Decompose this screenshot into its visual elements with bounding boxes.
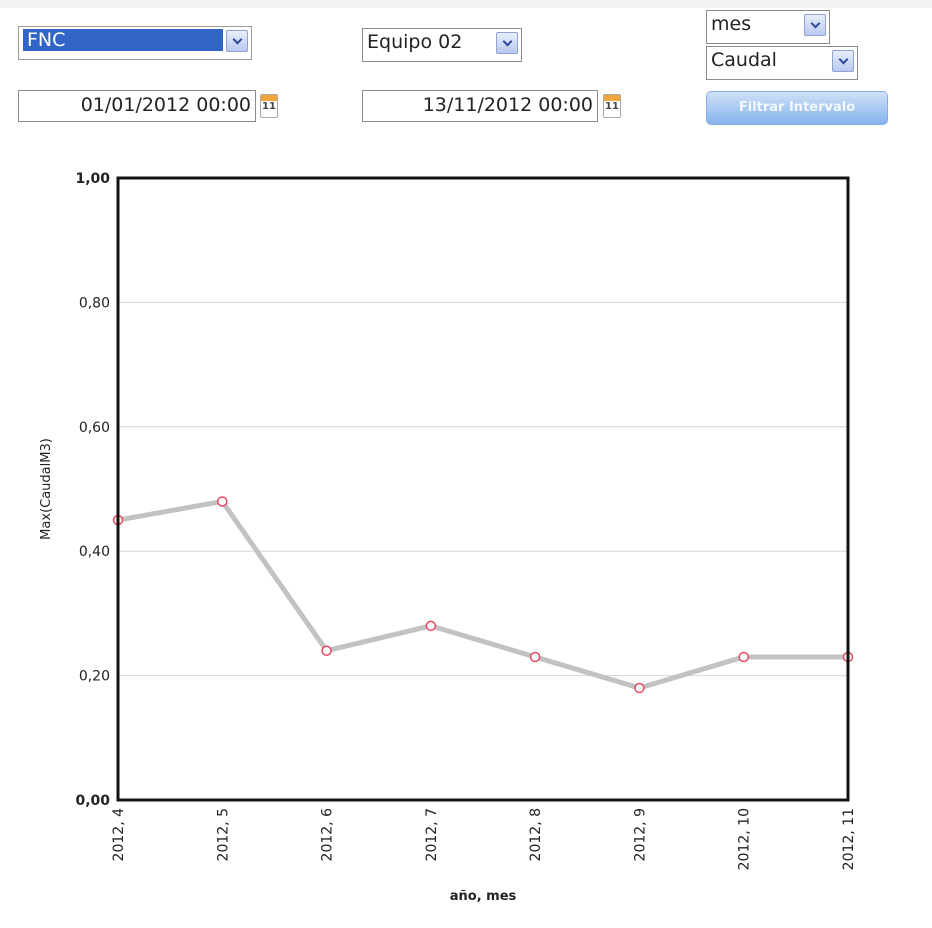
top-strip xyxy=(0,0,932,8)
y-tick-label: 0,00 xyxy=(75,793,110,809)
group-select-value: FNC xyxy=(23,29,223,51)
date-to-input[interactable]: 13/11/2012 00:00 xyxy=(362,90,598,122)
calendar-day: 11 xyxy=(605,101,619,112)
y-tick-label: 0,60 xyxy=(79,420,110,436)
calendar-icon[interactable]: 11 xyxy=(260,94,278,118)
x-tick-label: 2012, 10 xyxy=(737,808,753,870)
chevron-down-icon[interactable] xyxy=(804,14,826,36)
equipment-select-value: Equipo 02 xyxy=(367,31,463,53)
equipment-select[interactable]: Equipo 02 xyxy=(362,28,522,62)
variable-select-value: Caudal xyxy=(711,49,777,71)
series-line xyxy=(115,498,851,691)
plot-frame xyxy=(116,176,850,802)
data-point[interactable] xyxy=(529,651,541,663)
x-tick-label: 2012, 11 xyxy=(841,808,857,870)
chevron-down-icon[interactable] xyxy=(226,30,248,52)
series-segment xyxy=(636,654,747,691)
period-select-value: mes xyxy=(711,13,752,35)
data-point[interactable] xyxy=(738,651,749,663)
filter-interval-button[interactable]: Filtrar Intervalo xyxy=(706,91,888,125)
series-points xyxy=(112,496,854,694)
x-tick-label: 2012, 6 xyxy=(320,808,336,862)
chevron-down-icon[interactable] xyxy=(832,50,854,72)
x-axis-label: año, mes xyxy=(450,889,517,904)
x-tick-label: 2012, 9 xyxy=(632,808,648,861)
series-segment xyxy=(532,654,642,691)
data-point[interactable] xyxy=(321,645,332,656)
data-point[interactable] xyxy=(425,620,437,632)
date-from-input[interactable]: 01/01/2012 00:00 xyxy=(18,90,256,122)
y-tick-label: 0,80 xyxy=(79,295,110,311)
calendar-icon[interactable]: 11 xyxy=(603,94,621,118)
data-point[interactable] xyxy=(634,682,645,694)
y-tick-label: 0,20 xyxy=(79,669,110,685)
x-tick-label: 2012, 8 xyxy=(528,808,544,861)
grid-lines xyxy=(118,301,848,677)
x-tick-label: 2012, 5 xyxy=(215,808,231,861)
group-select[interactable]: FNC xyxy=(18,26,252,60)
series-segment xyxy=(428,623,538,660)
y-axis-ticks: 0,00 0,20 0,40 0,60 0,80 1,00 xyxy=(75,171,110,809)
y-tick-label: 0,40 xyxy=(79,544,110,560)
data-point[interactable] xyxy=(217,496,228,507)
series-segment xyxy=(219,498,330,654)
series-segment xyxy=(115,498,225,523)
chevron-down-icon[interactable] xyxy=(496,32,518,54)
x-axis-ticks: 2012, 4 2012, 5 2012, 6 2012, 7 2012, 8 2012,… xyxy=(111,808,857,870)
y-tick-label: 1,00 xyxy=(75,171,110,187)
variable-select[interactable]: Caudal xyxy=(706,46,858,80)
y-axis-label: Max(CaudalM3) xyxy=(39,438,54,540)
series-segment xyxy=(324,623,434,654)
x-tick-label: 2012, 7 xyxy=(424,808,440,861)
calendar-day: 11 xyxy=(262,101,276,112)
x-tick-label: 2012, 4 xyxy=(111,808,127,862)
period-select[interactable]: mes xyxy=(706,10,830,44)
